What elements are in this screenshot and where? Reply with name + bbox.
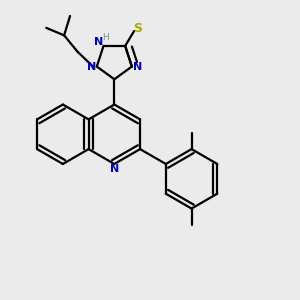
Text: H: H xyxy=(102,33,109,42)
Text: N: N xyxy=(110,164,119,174)
Text: N: N xyxy=(133,61,142,71)
Text: S: S xyxy=(133,22,142,34)
Text: N: N xyxy=(87,61,96,71)
Text: N: N xyxy=(94,38,104,47)
